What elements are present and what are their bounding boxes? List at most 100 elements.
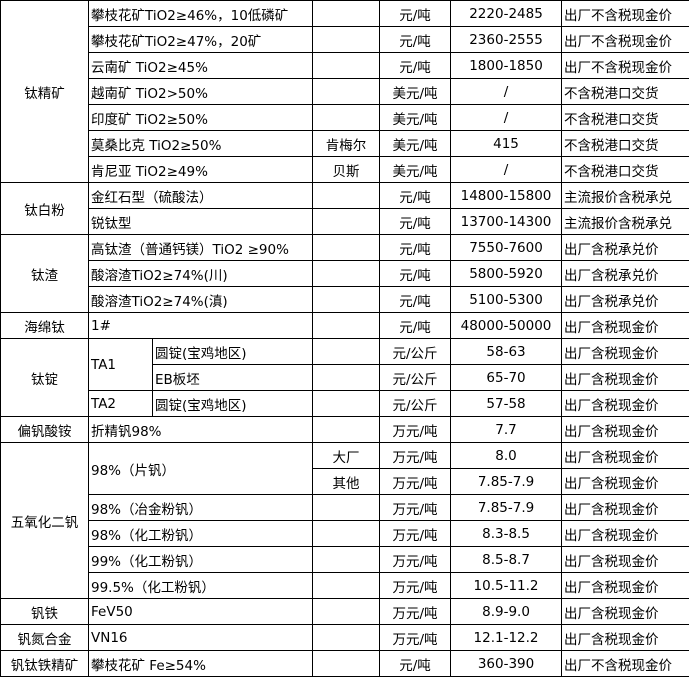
table-row: 海绵钛 1# 元/吨 48000-50000 出厂含税现金价 xyxy=(0,312,689,339)
category-cell: 钒钛铁精矿 xyxy=(0,650,89,677)
table-row: 钛精矿 攀枝花矿TiO2≥46%，10低磷矿 元/吨 2220-2485 出厂不含税现金… xyxy=(0,0,689,183)
unit-cell: 美元/吨 xyxy=(379,78,452,105)
spec-cell: 98%（片钒） xyxy=(87,442,314,495)
table-row: 钒铁 FeV50 万元/吨 8.9-9.0 出厂含税现金价 xyxy=(0,598,689,625)
price-cell: / xyxy=(450,78,563,105)
remark-cell: 出厂不含税现金价 xyxy=(561,26,689,53)
spec-cell: 98%（冶金粉钒） xyxy=(87,494,314,521)
spec-cell: 攀枝花矿TiO2≥47%，20矿 xyxy=(87,26,314,53)
table-row: 钒钛铁精矿 攀枝花矿 Fe≥54% 元/吨 360-390 出厂不含税现金价 xyxy=(0,650,689,677)
note-cell xyxy=(312,572,381,599)
unit-cell: 万元/吨 xyxy=(379,442,452,469)
category-cell: 钛白粉 xyxy=(0,182,89,235)
unit-cell: 元/吨 xyxy=(379,286,452,313)
note-cell xyxy=(312,598,381,625)
unit-cell: 元/吨 xyxy=(379,260,452,287)
price-cell: / xyxy=(450,104,563,131)
note-cell: 贝斯 xyxy=(312,156,381,183)
unit-cell: 元/吨 xyxy=(379,650,452,677)
spec-cell: 莫桑比克 TiO2≥50% xyxy=(87,130,314,157)
table-row: 99%（化工粉钒） 万元/吨 8.5-8.7 出厂含税现金价 xyxy=(1,546,689,573)
price-cell: 360-390 xyxy=(450,650,563,677)
remark-cell: 出厂含税承兑价 xyxy=(561,260,689,287)
remark-cell: 出厂含税承兑价 xyxy=(561,286,689,313)
spec-cell: 云南矿 TiO2≥45% xyxy=(87,52,314,79)
price-cell: 1800-1850 xyxy=(450,52,563,79)
spec-cell: FeV50 xyxy=(87,598,314,625)
spec-cell: 高钛渣（普通钙镁）TiO2 ≥90% xyxy=(87,234,314,261)
spec-cell: 越南矿 TiO2>50% xyxy=(87,78,314,105)
note-cell xyxy=(312,416,381,443)
price-cell: 8.0 xyxy=(450,442,563,469)
note-cell xyxy=(312,624,381,651)
note-cell xyxy=(312,182,381,209)
remark-cell: 出厂含税现金价 xyxy=(561,416,689,443)
price-cell: 7550-7600 xyxy=(450,234,563,261)
spec-cell: 1# xyxy=(87,312,314,339)
remark-cell: 不含税港口交货 xyxy=(561,156,689,183)
note-cell xyxy=(312,390,381,417)
remark-cell: 出厂含税现金价 xyxy=(561,442,689,469)
category-cell: 钒氮合金 xyxy=(0,624,89,651)
price-cell: 8.5-8.7 xyxy=(450,546,563,573)
remark-cell: 不含税港口交货 xyxy=(561,78,689,105)
grade-cell: TA2 xyxy=(88,390,153,417)
unit-cell: 元/吨 xyxy=(379,26,452,53)
price-cell: 13700-14300 xyxy=(450,208,563,235)
spec-cell: 折精钒98% xyxy=(87,416,314,443)
price-cell: 65-70 xyxy=(450,364,563,391)
unit-cell: 元/吨 xyxy=(379,234,452,261)
unit-cell: 万元/吨 xyxy=(379,468,452,495)
table-row: 酸溶渣TiO2≥74%(川) 元/吨 5800-5920 出厂含税承兑价 xyxy=(1,260,689,287)
note-cell xyxy=(312,208,381,235)
note-cell xyxy=(312,364,381,391)
spec-cell: 攀枝花矿TiO2≥46%，10低磷矿 xyxy=(87,0,314,27)
remark-cell: 出厂含税现金价 xyxy=(561,572,689,599)
price-cell: 7.85-7.9 xyxy=(450,494,563,521)
category-cell: 钛渣 xyxy=(0,234,89,313)
remark-cell: 出厂含税现金价 xyxy=(561,338,689,365)
price-cell: 7.7 xyxy=(450,416,563,443)
table-row: 肯尼亚 TiO2≥49% 贝斯 美元/吨 / 不含税港口交货 xyxy=(1,156,689,183)
table-row: 钛渣 高钛渣（普通钙镁）TiO2 ≥90% 元/吨 7550-7600 出厂含税承兑价 xyxy=(0,234,689,313)
price-cell: 8.9-9.0 xyxy=(450,598,563,625)
remark-cell: 出厂含税现金价 xyxy=(561,624,689,651)
note-cell xyxy=(312,338,381,365)
unit-cell: 元/公斤 xyxy=(379,338,452,365)
remark-cell: 出厂含税现金价 xyxy=(561,598,689,625)
unit-cell: 元/吨 xyxy=(379,182,452,209)
table-row: 99.5%（化工粉钒） 万元/吨 10.5-11.2 出厂含税现金价 xyxy=(1,572,689,599)
note-cell xyxy=(312,286,381,313)
spec-cell: 99.5%（化工粉钒） xyxy=(87,572,314,599)
unit-cell: 元/公斤 xyxy=(379,390,452,417)
table-row: 云南矿 TiO2≥45% 元/吨 1800-1850 出厂不含税现金价 xyxy=(1,52,689,79)
unit-cell: 元/吨 xyxy=(379,208,452,235)
note-cell xyxy=(312,234,381,261)
category-cell: 偏钒酸铵 xyxy=(0,416,89,443)
unit-cell: 元/吨 xyxy=(379,312,452,339)
grade-cell: TA1 xyxy=(88,338,153,391)
spec-cell: 98%（化工粉钒） xyxy=(87,520,314,547)
remark-cell: 出厂含税现金价 xyxy=(561,494,689,521)
spec-cell: 酸溶渣TiO2≥74%(滇) xyxy=(87,286,314,313)
category-cell: 钛锭 xyxy=(0,338,89,417)
note-cell xyxy=(312,494,381,521)
price-cell: 8.3-8.5 xyxy=(450,520,563,547)
price-cell: 58-63 xyxy=(450,338,563,365)
note-cell xyxy=(312,52,381,79)
remark-cell: 出厂含税现金价 xyxy=(561,390,689,417)
spec-cell: VN16 xyxy=(87,624,314,651)
table-row: 钛白粉 金红石型（硫酸法） 元/吨 14800-15800 主流报价含税承兑 xyxy=(0,182,689,235)
unit-cell: 万元/吨 xyxy=(379,494,452,521)
note-cell xyxy=(312,26,381,53)
note-cell xyxy=(312,650,381,677)
remark-cell: 出厂含税现金价 xyxy=(561,546,689,573)
unit-cell: 元/吨 xyxy=(379,0,452,27)
note-cell: 大厂 xyxy=(312,442,381,469)
unit-cell: 万元/吨 xyxy=(379,416,452,443)
unit-cell: 万元/吨 xyxy=(379,572,452,599)
note-cell xyxy=(312,312,381,339)
note-cell xyxy=(312,546,381,573)
